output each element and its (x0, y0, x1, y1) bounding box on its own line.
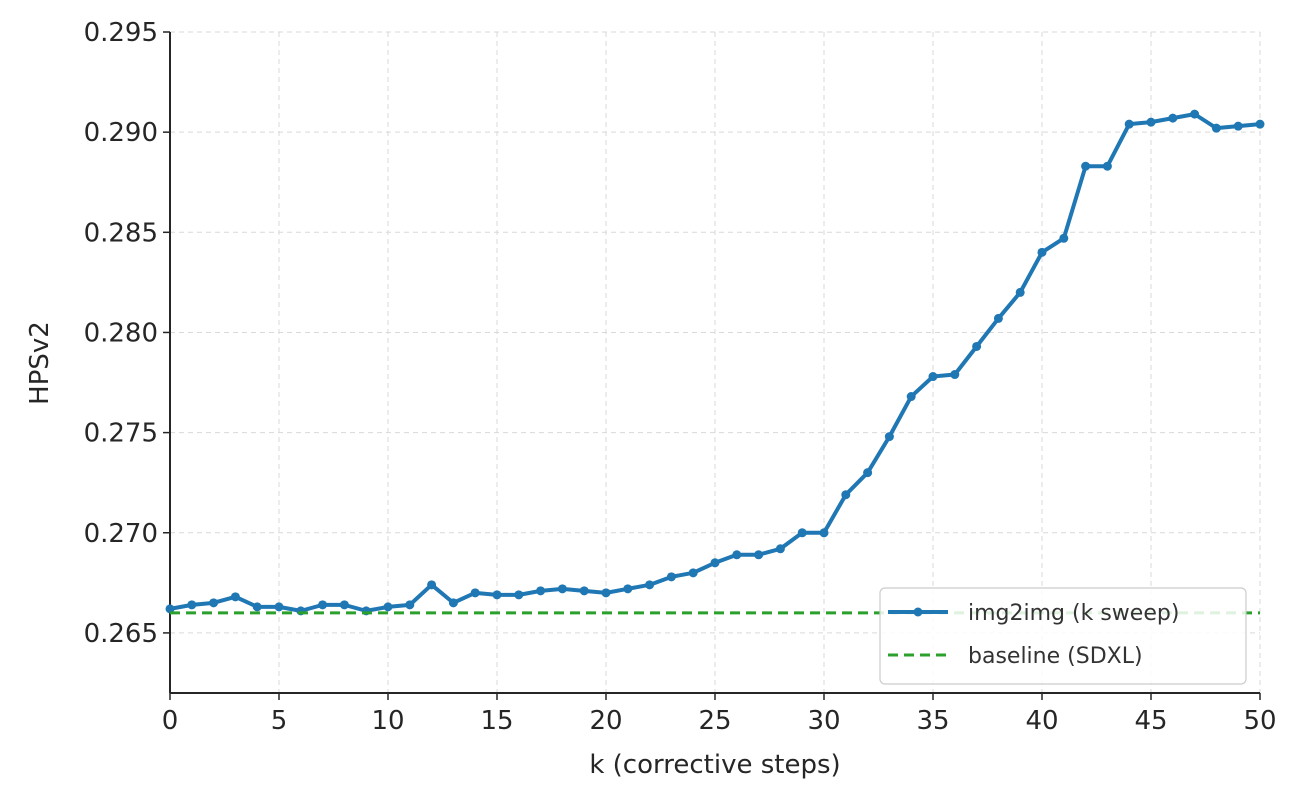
data-point (339, 600, 349, 610)
x-tick-label: 10 (371, 706, 404, 736)
data-point (666, 572, 676, 582)
data-point (950, 370, 960, 380)
data-point (775, 544, 785, 554)
data-point (427, 580, 437, 590)
data-point (819, 528, 829, 538)
data-point (1211, 123, 1221, 133)
data-point (754, 550, 764, 560)
data-point (906, 392, 916, 402)
x-tick-label: 20 (589, 706, 622, 736)
data-point (993, 313, 1003, 323)
data-point (187, 600, 197, 610)
data-point (863, 468, 873, 478)
legend-box (879, 587, 1247, 685)
data-point (209, 598, 219, 608)
data-point (274, 602, 284, 612)
data-point (492, 590, 502, 600)
x-axis-label: k (corrective steps) (589, 750, 840, 780)
data-point (557, 584, 567, 594)
data-point (732, 550, 742, 560)
y-axis-label: HPSv2 (25, 321, 55, 405)
legend-label-baseline: baseline (SDXL) (968, 644, 1143, 669)
data-point (1255, 119, 1265, 129)
data-point (710, 558, 720, 568)
data-point (1081, 161, 1091, 171)
grid (169, 31, 1261, 693)
data-point (1168, 113, 1178, 123)
x-tick-label: 30 (807, 706, 840, 736)
y-tick-label: 0.285 (84, 218, 158, 248)
legend: img2img (k sweep) baseline (SDXL) (879, 587, 1247, 685)
data-point (841, 490, 851, 500)
data-point (1015, 287, 1025, 297)
data-point (884, 432, 894, 442)
data-point (1102, 161, 1112, 171)
data-point (318, 600, 328, 610)
y-tick-label: 0.295 (84, 18, 158, 48)
data-point (928, 372, 938, 382)
y-tick-label: 0.280 (84, 318, 158, 348)
series-layer (165, 109, 1265, 616)
x-tick-label: 25 (698, 706, 731, 736)
legend-marker-img2img (913, 607, 923, 617)
x-tick-label: 45 (1134, 706, 1167, 736)
y-tick-label: 0.290 (84, 118, 158, 148)
data-point (514, 590, 524, 600)
data-point (230, 592, 240, 602)
data-point (1146, 117, 1156, 127)
data-point (536, 586, 546, 596)
data-point (1037, 247, 1047, 257)
data-point (1059, 233, 1069, 243)
data-point (165, 604, 175, 614)
x-tick-label: 35 (916, 706, 949, 736)
data-point (623, 584, 633, 594)
data-point (1124, 119, 1134, 129)
data-point (1190, 109, 1200, 119)
data-point (645, 580, 655, 590)
y-tick-label: 0.265 (84, 619, 158, 649)
data-point (601, 588, 611, 598)
data-point (470, 588, 480, 598)
tick-labels: 0 5 10 15 20 25 30 35 40 45 50 0.265 0.270 0.275 0.280… (84, 18, 1277, 736)
data-point (448, 598, 458, 608)
data-point (252, 602, 262, 612)
legend-label-img2img: img2img (k sweep) (968, 601, 1179, 626)
data-point (688, 568, 698, 578)
x-tick-label: 15 (480, 706, 513, 736)
x-tick-label: 5 (271, 706, 288, 736)
axes (163, 31, 1261, 700)
data-point (405, 600, 415, 610)
x-tick-label: 0 (162, 706, 179, 736)
data-point (579, 586, 589, 596)
y-tick-label: 0.275 (84, 419, 158, 449)
y-tick-label: 0.270 (84, 519, 158, 549)
data-point (972, 341, 982, 351)
x-tick-label: 40 (1025, 706, 1058, 736)
data-point (797, 528, 807, 538)
data-point (383, 602, 393, 612)
data-point (1233, 121, 1243, 131)
x-tick-label: 50 (1243, 706, 1276, 736)
